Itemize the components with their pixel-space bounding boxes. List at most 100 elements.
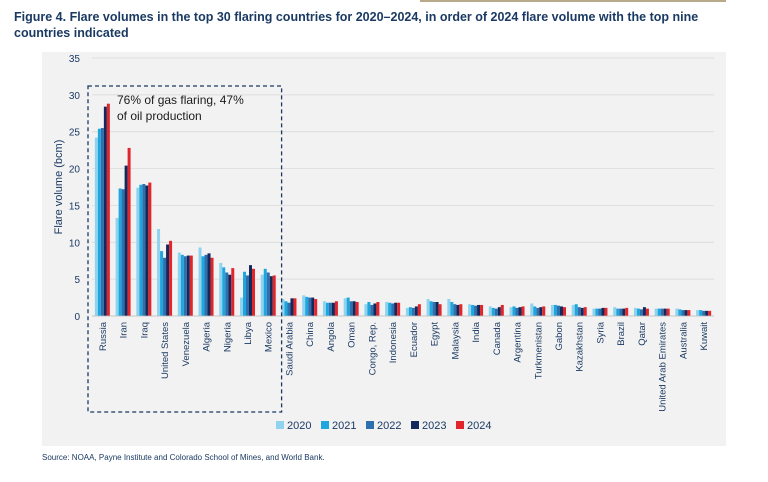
bar-2023 bbox=[145, 185, 149, 316]
bar-2022 bbox=[370, 304, 374, 316]
bar-2023 bbox=[269, 276, 273, 316]
bar-2023 bbox=[518, 307, 522, 316]
y-tick-label: 30 bbox=[69, 91, 81, 102]
legend-swatch-2020 bbox=[276, 421, 284, 429]
bar-2021 bbox=[533, 306, 537, 316]
bar-2021 bbox=[243, 271, 246, 316]
x-tick-label: Iran bbox=[119, 322, 130, 338]
x-tick-label: Gabon bbox=[554, 322, 565, 351]
highlight-box bbox=[87, 85, 283, 413]
bar-2020 bbox=[281, 299, 285, 316]
x-tick-label: Turkmenistan bbox=[533, 322, 544, 379]
bar-2021 bbox=[471, 304, 475, 316]
x-tick-label: Nigeria bbox=[222, 321, 233, 352]
bar-2024 bbox=[355, 301, 359, 316]
bar-2024 bbox=[417, 304, 421, 316]
bar-2023 bbox=[228, 274, 232, 316]
x-tick-label: Mexico bbox=[264, 322, 275, 352]
bar-2021 bbox=[616, 308, 620, 316]
bar-2020 bbox=[302, 295, 306, 316]
y-tick-label: 15 bbox=[69, 201, 81, 212]
x-tick-label: Malaysia bbox=[450, 321, 461, 359]
bar-2024 bbox=[106, 103, 110, 317]
bar-2024 bbox=[397, 302, 401, 316]
x-tick-label: Libya bbox=[243, 321, 254, 344]
annotation-line: 76% of gas flaring, 47% bbox=[117, 93, 244, 107]
bar-2020 bbox=[654, 308, 658, 316]
bar-2024 bbox=[314, 299, 318, 316]
bar-2023 bbox=[477, 304, 481, 316]
bar-2022 bbox=[163, 257, 167, 316]
bar-2021 bbox=[657, 308, 661, 316]
legend-swatch-2021 bbox=[321, 421, 329, 429]
bar-2020 bbox=[675, 308, 679, 316]
bar-2023 bbox=[249, 265, 252, 316]
bar-2024 bbox=[376, 301, 380, 316]
annotation-line: of oil production bbox=[117, 109, 202, 123]
legend-label: 2020 bbox=[287, 420, 311, 432]
figure-title: Figure 4. Flare volumes in the top 30 fl… bbox=[14, 10, 699, 40]
bar-2021 bbox=[284, 301, 288, 316]
bar-2023 bbox=[124, 165, 128, 316]
x-tick-label: Angola bbox=[326, 321, 337, 351]
bar-2022 bbox=[183, 256, 187, 316]
bar-2024 bbox=[334, 301, 338, 316]
bar-2023 bbox=[663, 308, 667, 316]
bar-2020 bbox=[468, 304, 472, 316]
x-tick-label: Egypt bbox=[430, 322, 441, 347]
bar-2022 bbox=[536, 307, 540, 316]
bar-2022 bbox=[204, 254, 208, 316]
bar-2022 bbox=[432, 301, 436, 316]
bar-2023 bbox=[622, 308, 626, 316]
x-tick-label: China bbox=[305, 321, 316, 347]
bar-2022 bbox=[328, 302, 332, 316]
bar-2024 bbox=[625, 307, 629, 316]
bar-2022 bbox=[349, 301, 353, 316]
bar-2022 bbox=[453, 304, 457, 316]
bar-2021 bbox=[388, 302, 392, 316]
x-tick-label: Ecuador bbox=[409, 322, 420, 357]
bar-2023 bbox=[394, 302, 398, 316]
bar-2021 bbox=[263, 268, 267, 316]
bar-2024 bbox=[604, 307, 608, 316]
legend-swatch-2022 bbox=[366, 421, 374, 429]
legend-label: 2022 bbox=[377, 420, 401, 432]
bar-2023 bbox=[497, 307, 501, 316]
bar-2021 bbox=[699, 310, 703, 316]
bar-2022 bbox=[142, 184, 146, 316]
bar-2024 bbox=[210, 257, 214, 316]
legend-swatch-2024 bbox=[456, 421, 464, 429]
bar-2020 bbox=[696, 310, 700, 316]
bar-2024 bbox=[148, 182, 152, 316]
bar-2021 bbox=[429, 301, 433, 316]
bar-2024 bbox=[459, 304, 463, 316]
legend-label: 2021 bbox=[332, 420, 356, 432]
bar-2023 bbox=[560, 306, 563, 316]
bar-2024 bbox=[169, 240, 173, 316]
bar-2023 bbox=[456, 304, 460, 316]
chart-panel bbox=[42, 52, 726, 446]
bar-2022 bbox=[598, 308, 602, 316]
bar-2024 bbox=[542, 306, 546, 316]
bar-2023 bbox=[601, 307, 605, 316]
x-tick-label: Brazil bbox=[616, 322, 627, 346]
bar-2021 bbox=[118, 188, 122, 316]
x-tick-label: Iraq bbox=[139, 322, 150, 338]
bar-2022 bbox=[100, 128, 104, 316]
bar-2022 bbox=[639, 309, 643, 316]
x-tick-label: Russia bbox=[98, 321, 109, 351]
header-rule bbox=[420, 0, 726, 2]
bar-2022 bbox=[474, 305, 478, 316]
bar-2023 bbox=[290, 298, 294, 316]
bar-2021 bbox=[305, 296, 309, 316]
x-tick-label: Saudi Arabia bbox=[284, 321, 295, 376]
bar-2020 bbox=[322, 301, 326, 316]
bar-2021 bbox=[201, 256, 205, 316]
x-tick-label: Algeria bbox=[202, 321, 213, 351]
bar-2023 bbox=[642, 307, 646, 316]
bar-2022 bbox=[391, 303, 395, 316]
bar-2020 bbox=[94, 137, 98, 316]
bar-2024 bbox=[189, 255, 193, 316]
x-tick-label: Qatar bbox=[637, 322, 648, 346]
bar-2022 bbox=[577, 307, 581, 316]
